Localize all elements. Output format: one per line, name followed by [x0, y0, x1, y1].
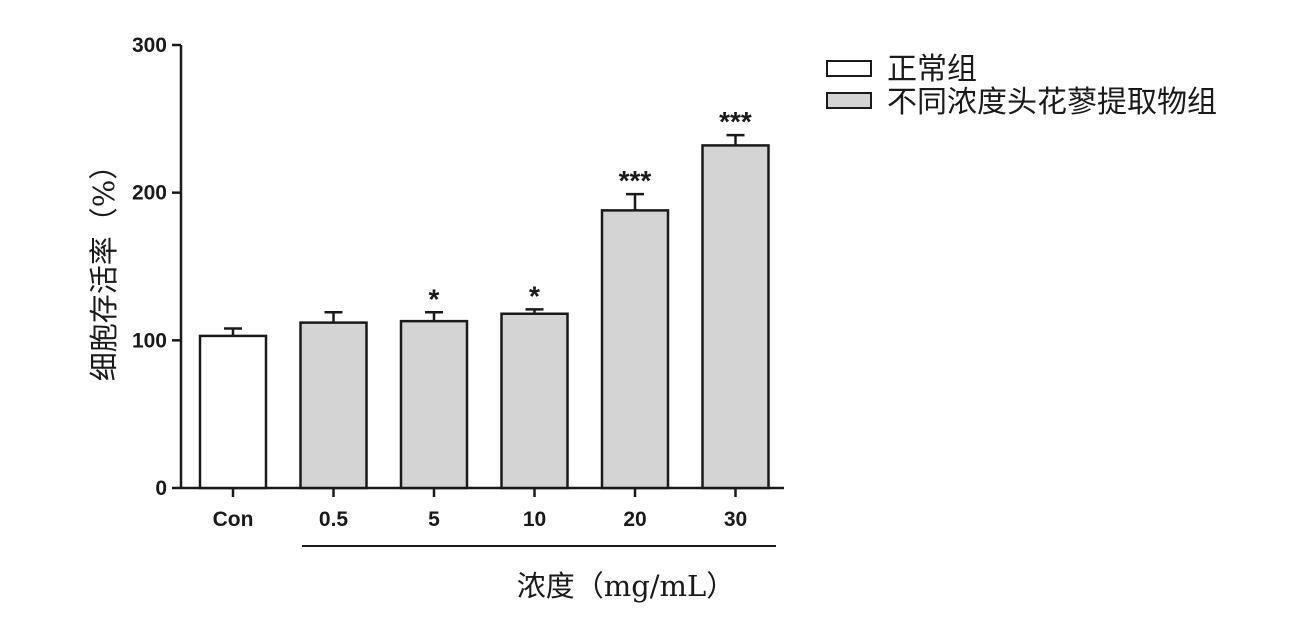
significance-label: * — [529, 280, 540, 311]
legend-swatch-extract — [826, 92, 872, 109]
x-tick-label: 20 — [623, 508, 646, 531]
y-ticks: 0 100 200 300 — [132, 34, 181, 500]
bar-30 — [701, 144, 770, 490]
legend: 正常组 不同浓度头花蓼提取物组 — [826, 52, 1217, 120]
bar-Con — [198, 334, 268, 490]
y-tick-label: 200 — [132, 182, 167, 205]
x-tick-label: 10 — [523, 508, 546, 531]
y-axis-label: 细胞存活率（%） — [87, 151, 121, 382]
x-ticks: Con 0.5 5 10 20 30 — [213, 488, 747, 531]
significance-label: *** — [719, 106, 752, 137]
y-tick-label: 100 — [132, 329, 167, 352]
bars: * ******* — [198, 106, 770, 490]
axes — [179, 45, 784, 547]
legend-swatch-normal — [826, 60, 872, 77]
legend-label-extract: 不同浓度头花蓼提取物组 — [887, 85, 1217, 120]
x-tick-label: 0.5 — [319, 508, 349, 531]
x-axis-label: 浓度（mg/mL） — [517, 569, 736, 603]
bar-10 — [500, 312, 569, 490]
y-tick-label: 300 — [132, 34, 167, 57]
significance-label: * — [429, 283, 440, 314]
bar-0.5 — [299, 321, 368, 490]
bar-20 — [600, 209, 670, 490]
bar-5 — [399, 319, 469, 490]
legend-label-normal: 正常组 — [887, 52, 977, 87]
x-tick-label: Con — [213, 508, 254, 531]
y-tick-label: 0 — [155, 477, 167, 500]
x-tick-label: 30 — [724, 508, 747, 531]
significance-label: *** — [619, 165, 652, 196]
x-tick-label: 5 — [428, 508, 440, 531]
